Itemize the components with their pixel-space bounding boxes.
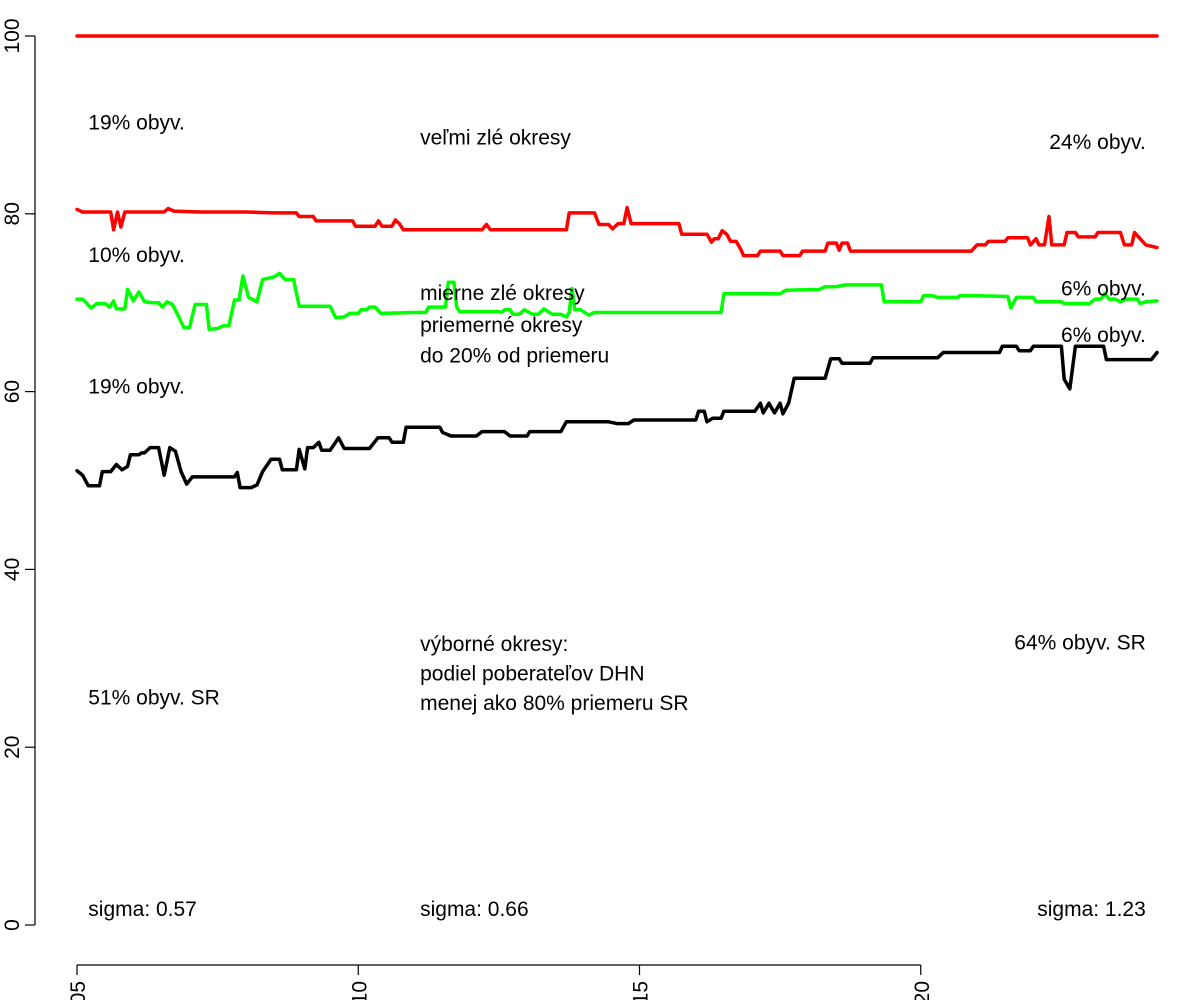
- annotation-label: 6% obyv.: [1061, 278, 1146, 301]
- series-line-3: [75, 271, 1159, 332]
- x-tick-label: 15: [630, 981, 653, 1000]
- y-tick-label: 100: [1, 18, 24, 53]
- y-tick-label: 20: [1, 736, 24, 759]
- annotation-label: 19% obyv.: [88, 111, 185, 134]
- y-tick-label: 60: [1, 380, 24, 403]
- y-tick-label: 0: [1, 919, 24, 931]
- x-tick-label: 05: [67, 981, 90, 1000]
- annotation-label: 64% obyv. SR: [1014, 631, 1146, 654]
- y-tick-label: 40: [1, 558, 24, 581]
- y-tick-label: 80: [1, 202, 24, 225]
- annotation-label: podiel poberateľov DHN: [420, 663, 644, 686]
- annotation-label: veľmi zlé okresy: [420, 127, 571, 150]
- annotation-label: 19% obyv.: [88, 375, 185, 398]
- x-axis-ticks: 05 10 15 20: [67, 965, 934, 1000]
- annotation-label: do 20% od priemeru: [420, 344, 609, 367]
- y-axis-ticks: 0 20 40 60 80 100: [1, 18, 35, 931]
- series-line-4: [75, 344, 1159, 490]
- annotation-label: sigma: 0.66: [420, 898, 529, 921]
- annotation-label: 6% obyv.: [1061, 324, 1146, 347]
- axes: 0 20 40 60 80 100 05 10 15 20: [1, 18, 934, 1000]
- annotation-label: výborné okresy:: [420, 633, 568, 656]
- annotation-label: mierne zlé okresy: [420, 282, 585, 305]
- annotation-label: 24% obyv.: [1049, 131, 1146, 154]
- series-lines: [75, 34, 1159, 490]
- x-tick-label: 10: [348, 981, 371, 1000]
- annotation-label: sigma: 0.57: [88, 898, 197, 921]
- annotation-label: 51% obyv. SR: [88, 687, 220, 710]
- annotation-label: 10% obyv.: [88, 244, 185, 267]
- annotation-label: menej ako 80% priemeru SR: [420, 692, 688, 715]
- series-line-2: [75, 205, 1159, 258]
- annotations: 19% obyv. veľmi zlé okresy 24% obyv. 10% ob…: [88, 111, 1146, 921]
- annotation-label: priemerné okresy: [420, 314, 583, 337]
- x-tick-label: 20: [911, 981, 934, 1000]
- annotation-label: sigma: 1.23: [1037, 898, 1146, 921]
